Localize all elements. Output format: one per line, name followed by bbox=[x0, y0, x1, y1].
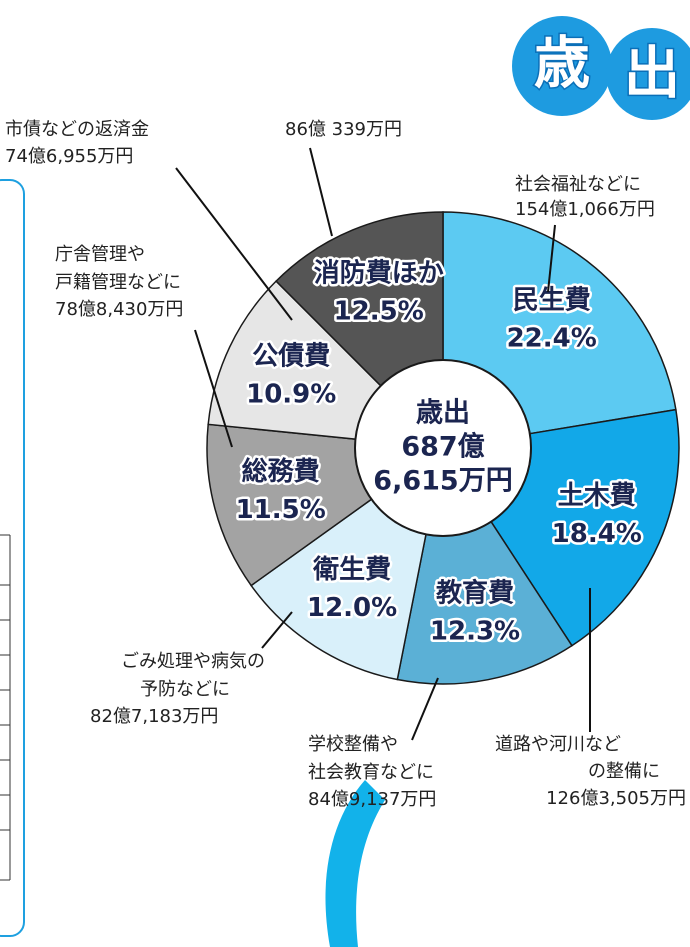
slice-percent: 12.0% bbox=[307, 593, 397, 623]
slice-note: 予防などに bbox=[140, 679, 230, 700]
center-label: 歳出 bbox=[416, 398, 470, 429]
slice-percent: 18.4% bbox=[552, 519, 642, 549]
slice-percent: 10.9% bbox=[246, 379, 336, 409]
side-table bbox=[0, 534, 11, 881]
leader-line bbox=[194, 329, 233, 448]
slice-category: 民生費 bbox=[513, 285, 591, 315]
slice-note: 84億9,137万円 bbox=[308, 789, 436, 810]
slice-category: 総務費 bbox=[242, 456, 320, 487]
slice-category: 土木費 bbox=[558, 481, 636, 511]
slice-note: 戸籍管理などに bbox=[55, 272, 181, 293]
slice-category: 公債費 bbox=[252, 341, 330, 371]
slice-note: 154億1,066万円 bbox=[515, 199, 655, 220]
slice-category: 教育費 bbox=[436, 577, 514, 608]
slice-note: ごみ処理や病気の bbox=[121, 651, 265, 672]
slice-percent: 22.4% bbox=[507, 323, 597, 353]
decor-stroke bbox=[325, 780, 385, 947]
slice-percent: 12.5% bbox=[334, 296, 424, 326]
center-label: 687億 bbox=[401, 432, 484, 463]
leader-line bbox=[261, 611, 293, 649]
slice-note: 学校整備や bbox=[308, 734, 398, 755]
slice-note: 庁舎管理や bbox=[55, 244, 145, 265]
slice-note: 社会教育などに bbox=[308, 762, 434, 783]
slice-note: 78億8,430万円 bbox=[55, 299, 183, 320]
slice-note: 82億7,183万円 bbox=[90, 706, 218, 727]
slice-note: 74億6,955万円 bbox=[5, 146, 133, 167]
badge-text: 出 bbox=[624, 42, 680, 107]
leader-line bbox=[175, 167, 293, 321]
slice-percent: 11.5% bbox=[236, 495, 326, 525]
badge-circle bbox=[512, 16, 612, 116]
slice-percent: 12.3% bbox=[430, 616, 520, 646]
leader-line bbox=[309, 147, 333, 237]
slice-note: 道路や河川など bbox=[495, 734, 621, 755]
slice-note: 社会福祉などに bbox=[515, 174, 641, 195]
slice-note: 市債などの返済金 bbox=[5, 119, 149, 140]
center-label: 6,615万円 bbox=[373, 466, 512, 497]
pie-hole bbox=[354, 359, 532, 537]
slice-note: の整備に bbox=[588, 761, 660, 782]
slice-category: 消防費ほか bbox=[314, 258, 444, 288]
side-panel bbox=[0, 179, 25, 937]
slice-note: 86億 339万円 bbox=[285, 119, 402, 140]
badge-circle bbox=[606, 28, 690, 120]
leader-line bbox=[411, 677, 439, 741]
slice-category: 衛生費 bbox=[312, 555, 391, 585]
badge-text: 歳 bbox=[534, 32, 590, 97]
slice-note: 126億3,505万円 bbox=[546, 788, 686, 809]
leader-line bbox=[547, 224, 556, 293]
